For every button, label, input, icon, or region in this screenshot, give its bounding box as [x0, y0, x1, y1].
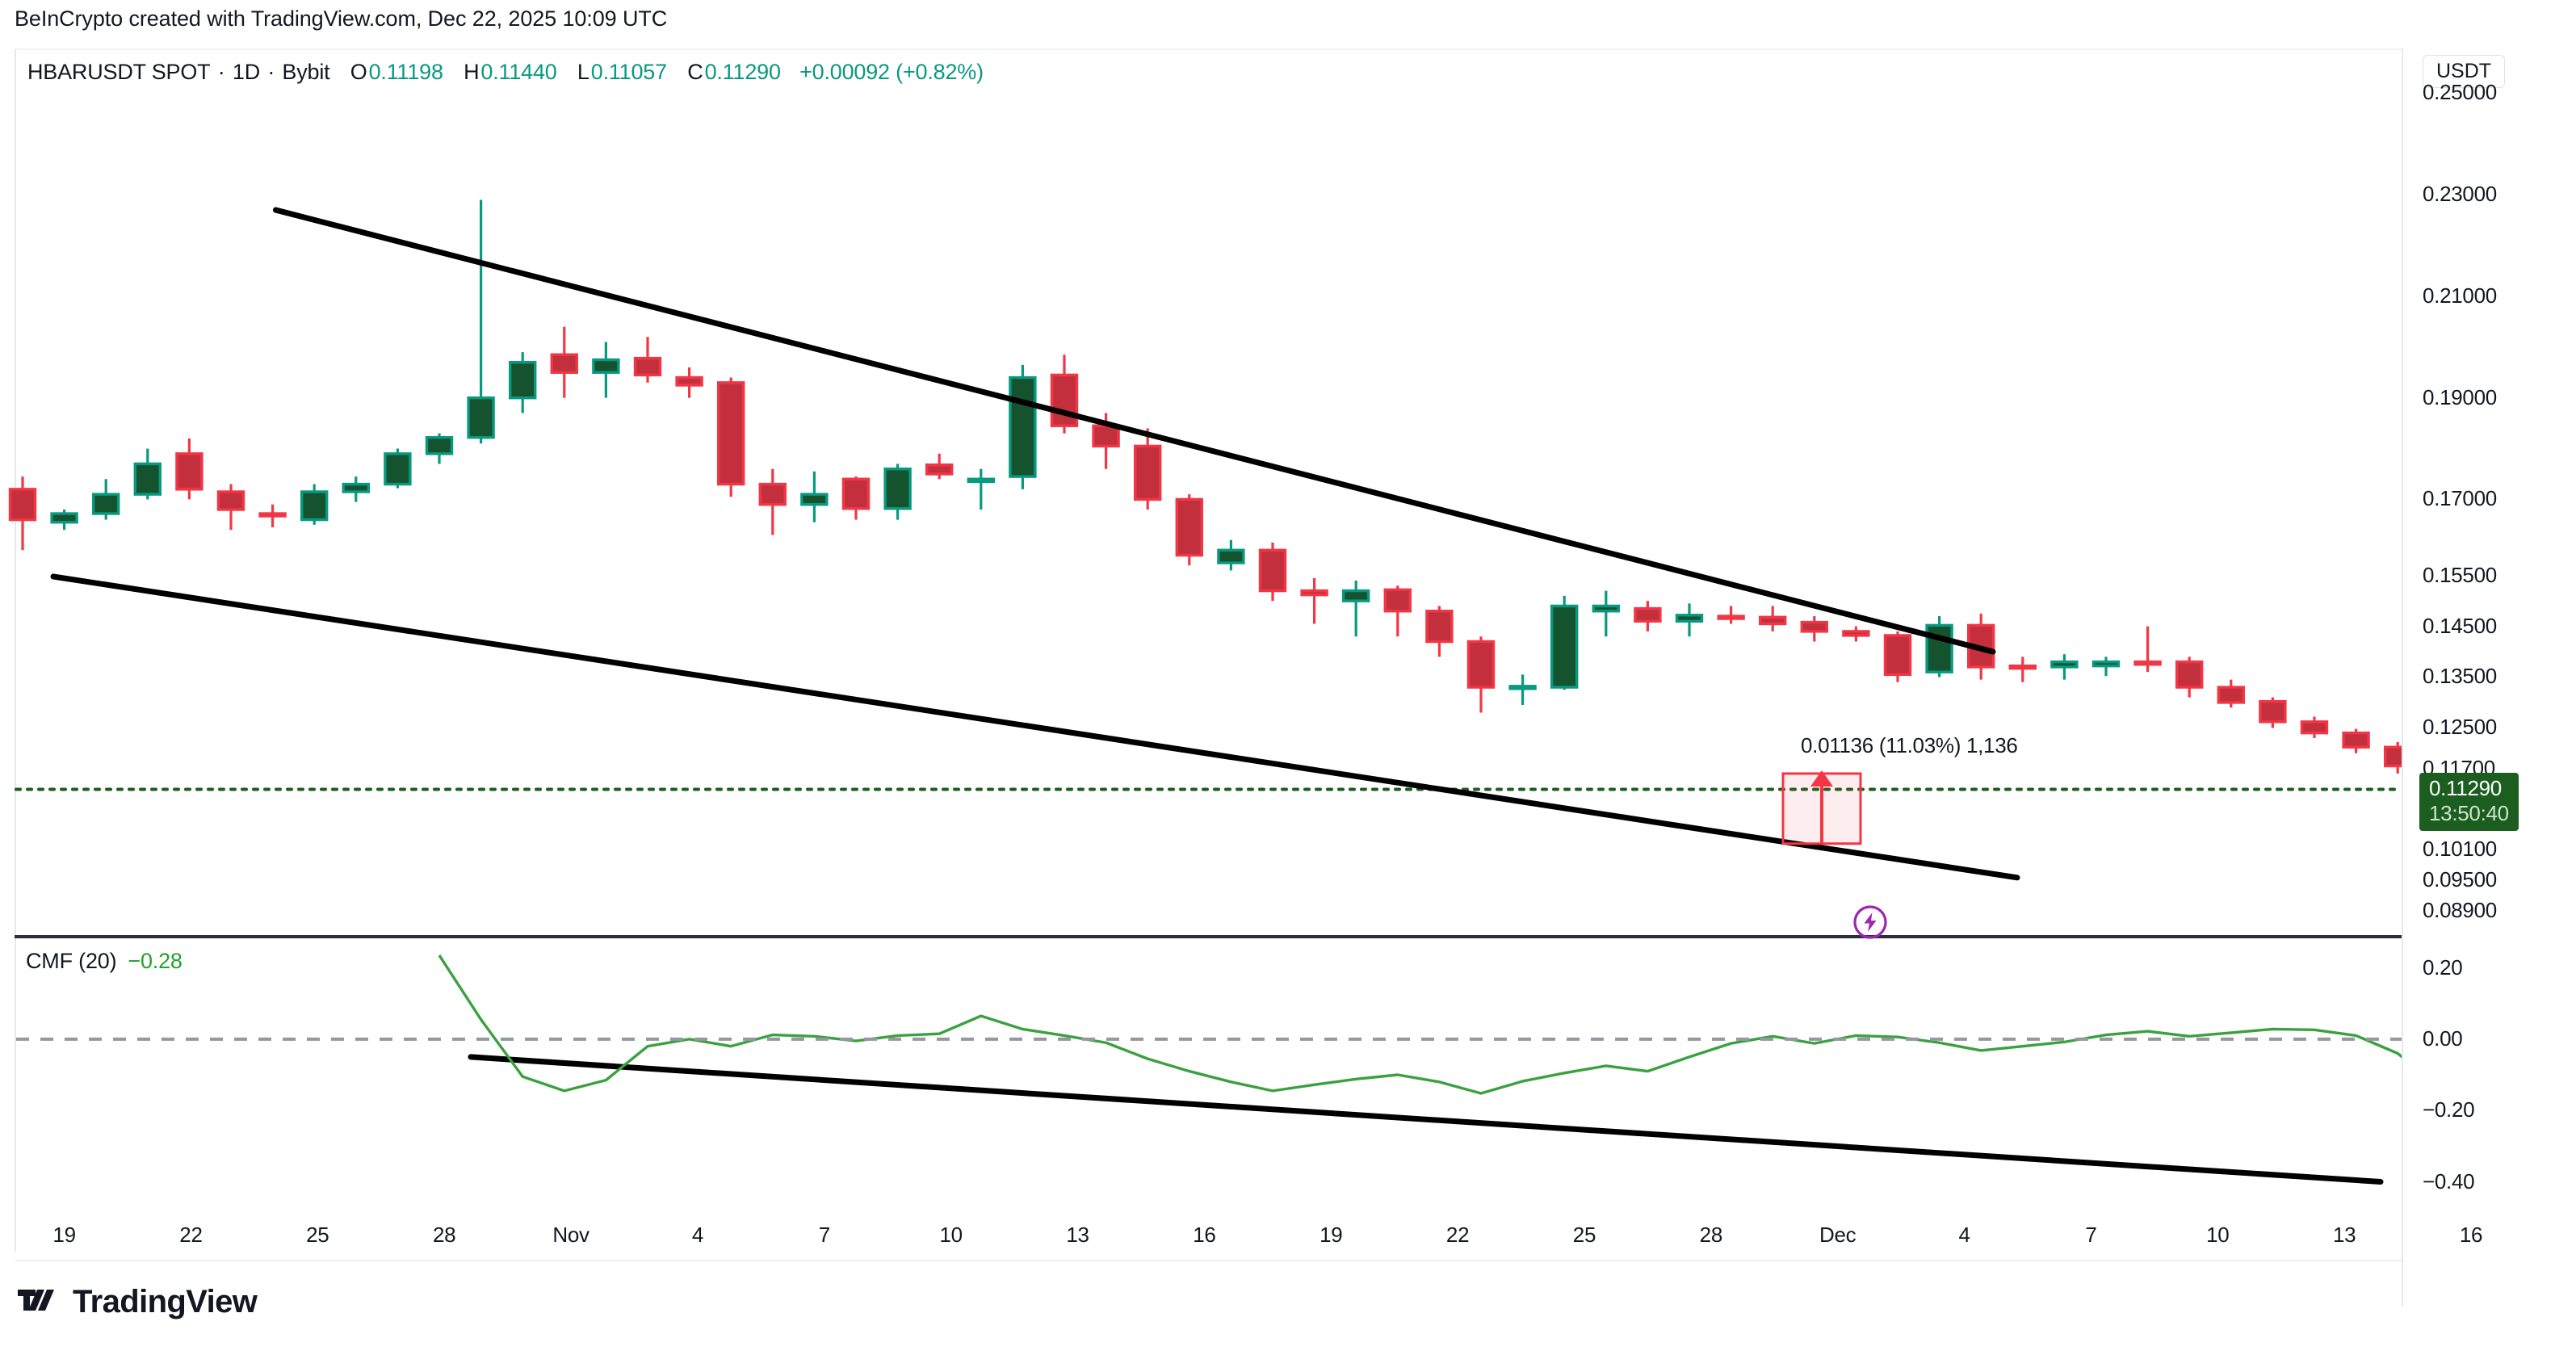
cmf-tick: −0.40	[2423, 1168, 2475, 1193]
time-tick: 28	[433, 1223, 456, 1247]
time-tick: 13	[1066, 1223, 1089, 1247]
legend-open-value: 0.11198	[368, 60, 443, 84]
price-tick: 0.08900	[2423, 897, 2497, 922]
price-scale[interactable]: USDT 0.25000 0.23000 0.21000 0.19000 0.17000…	[2402, 48, 2576, 1307]
time-tick: 16	[1193, 1223, 1216, 1247]
legend-change: +0.00092 (+0.82%)	[799, 60, 984, 84]
legend-separator-2: ·	[267, 60, 275, 84]
price-tick: 0.25000	[2423, 80, 2497, 105]
price-tick: 0.09500	[2423, 866, 2497, 891]
currency-badge[interactable]: USDT	[2423, 55, 2506, 88]
price-tick: 0.10100	[2423, 837, 2497, 862]
price-tick: 0.12500	[2423, 715, 2497, 740]
price-tick: 0.19000	[2423, 384, 2497, 409]
price-tick: 0.23000	[2423, 182, 2497, 207]
time-tick: 7	[818, 1223, 830, 1247]
legend-high-label: H	[464, 60, 480, 84]
legend-separator-1: ·	[217, 60, 225, 84]
time-tick: 13	[2332, 1223, 2356, 1247]
chart-legend: HBARUSDT SPOT · 1D · Bybit O0.11198 H0.1…	[27, 60, 985, 85]
tradingview-footer: TradingView	[18, 1284, 258, 1320]
time-tick: 10	[2206, 1223, 2230, 1247]
legend-close-label: C	[687, 60, 703, 84]
price-tick: 0.15500	[2423, 562, 2497, 587]
attribution-text: BeInCrypto created with TradingView.com,…	[15, 6, 668, 31]
time-tick: 19	[52, 1223, 76, 1247]
time-tick: 4	[1958, 1223, 1970, 1247]
time-scale[interactable]: 19222528Nov4710131619222528Dec4710131619…	[15, 1205, 2482, 1261]
legend-open-label: O	[350, 60, 367, 84]
legend-high-value: 0.11440	[480, 60, 557, 84]
time-tick: 7	[2085, 1223, 2097, 1247]
legend-low-value: 0.11057	[590, 60, 667, 84]
lightning-bolt-icon[interactable]	[1852, 904, 1888, 940]
time-tick: 10	[939, 1223, 963, 1247]
chart-frame: HBARUSDT SPOT · 1D · Bybit O0.11198 H0.1…	[15, 48, 2561, 1252]
time-tick: 19	[1319, 1223, 1343, 1247]
time-tick: Nov	[552, 1223, 589, 1247]
current-price-value: 0.11290	[2429, 776, 2502, 801]
price-tick: 0.13500	[2423, 664, 2497, 689]
cmf-tick: 0.20	[2423, 954, 2463, 980]
time-tick: Dec	[1819, 1223, 1856, 1247]
cmf-indicator-legend[interactable]: CMF (20) −0.28	[26, 949, 183, 974]
cmf-tick: −0.20	[2423, 1097, 2475, 1122]
measurement-annotation-label: 0.01136 (11.03%) 1,136	[1801, 732, 2018, 757]
legend-close-value: 0.11290	[704, 60, 781, 84]
time-tick: 16	[2459, 1223, 2483, 1247]
tradingview-wordmark: TradingView	[73, 1284, 258, 1319]
price-tick: 0.14500	[2423, 613, 2497, 638]
legend-symbol[interactable]: HBARUSDT SPOT	[27, 60, 211, 84]
tradingview-logo-icon	[18, 1286, 60, 1318]
time-tick: 25	[306, 1223, 329, 1247]
time-tick: 25	[1572, 1223, 1596, 1247]
legend-exchange[interactable]: Bybit	[282, 60, 330, 84]
price-tick: 0.21000	[2423, 283, 2497, 308]
price-tick: 0.17000	[2423, 486, 2497, 511]
time-tick: 4	[691, 1223, 703, 1247]
cmf-tick: 0.00	[2423, 1026, 2463, 1051]
current-price-badge: 0.11290 13:50:40	[2419, 773, 2519, 831]
pane-separator	[15, 935, 2402, 938]
legend-interval[interactable]: 1D	[232, 60, 260, 84]
bar-countdown: 13:50:40	[2429, 801, 2509, 826]
cmf-indicator-value: −0.28	[128, 949, 183, 973]
time-tick: 22	[1445, 1223, 1470, 1247]
legend-low-label: L	[577, 60, 589, 84]
time-tick: 28	[1699, 1223, 1723, 1247]
cmf-indicator-name: CMF (20)	[26, 949, 117, 973]
time-tick: 22	[179, 1223, 203, 1247]
